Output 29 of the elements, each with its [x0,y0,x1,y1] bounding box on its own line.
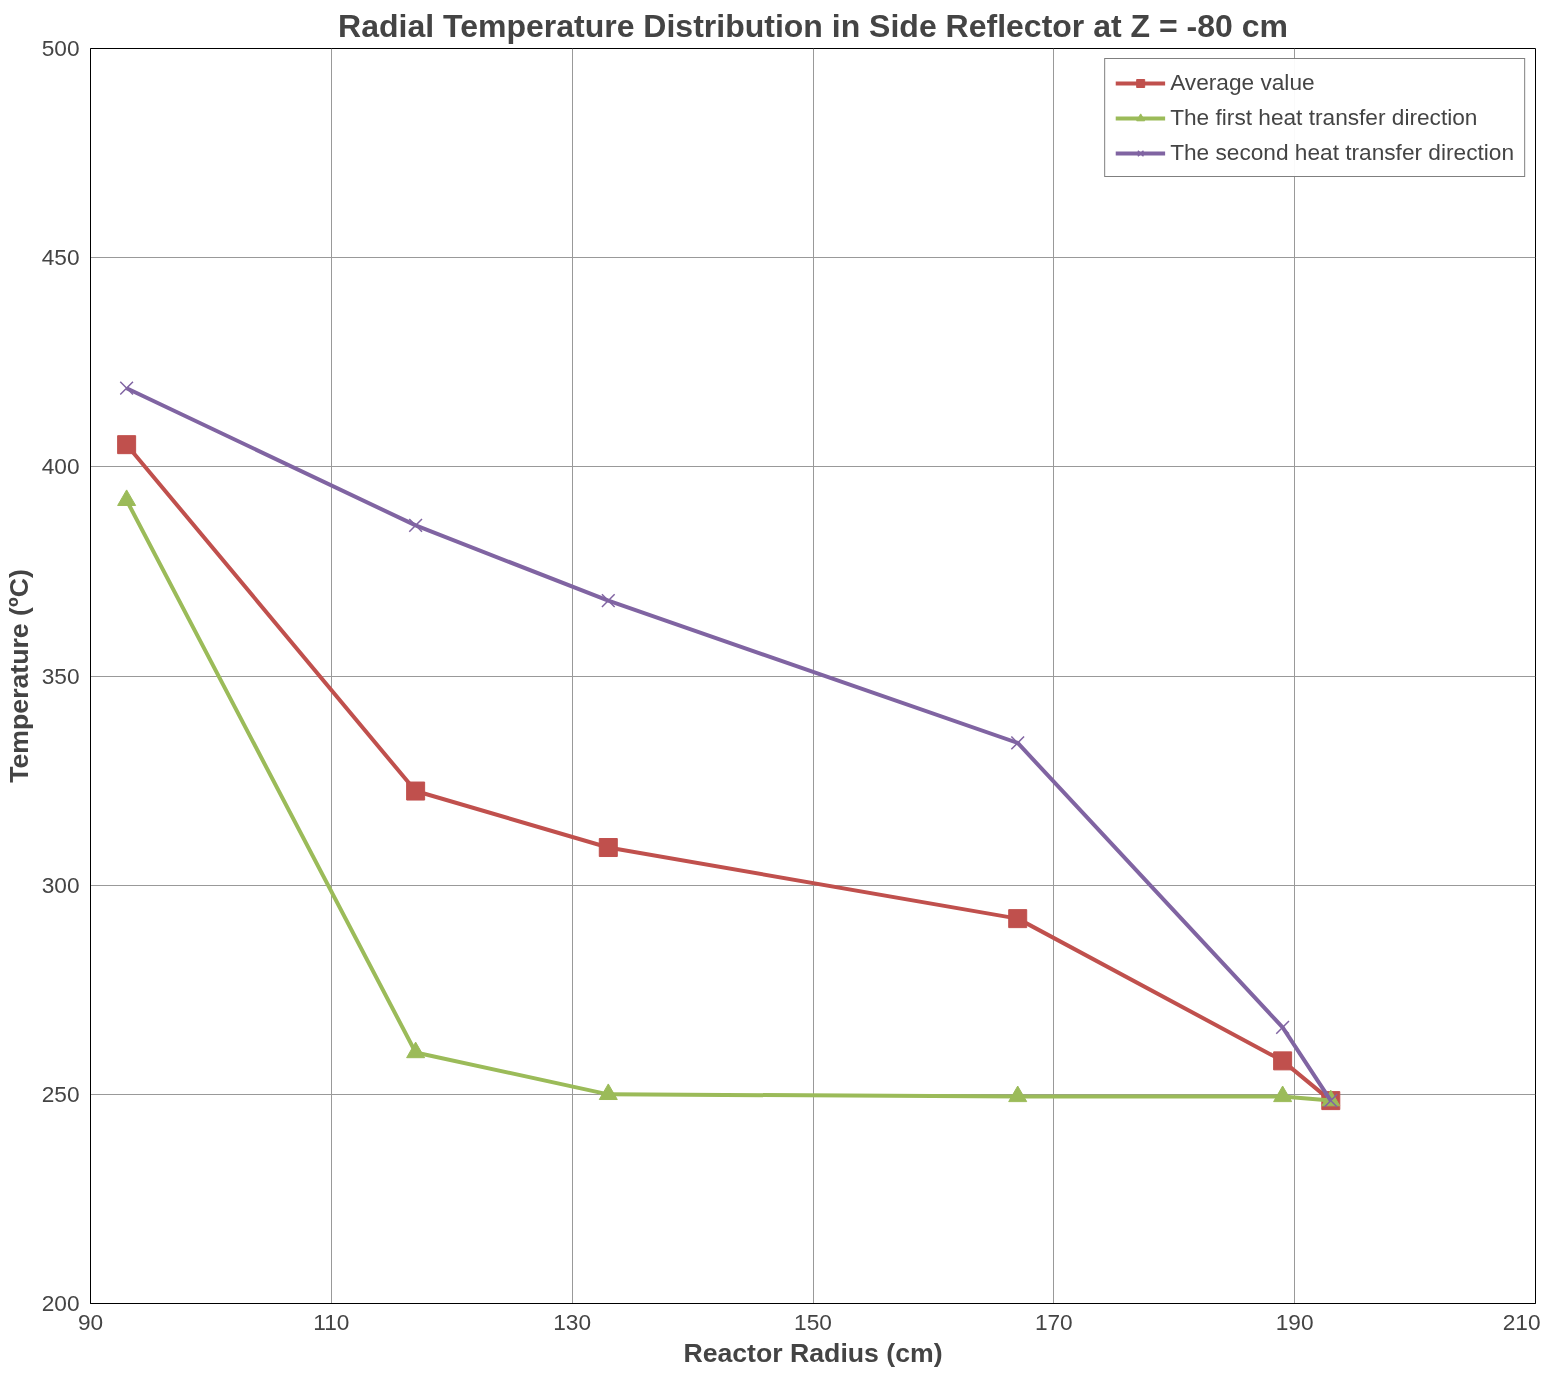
y-tick-label: 350 [41,662,80,689]
x-tick-label: 110 [313,1308,350,1335]
y-axis-title: Temperature (ºC) [3,569,34,783]
y-tick-label: 400 [41,453,80,480]
x-tick-label: 90 [77,1308,104,1335]
point [601,593,616,608]
point [119,381,134,396]
legend-label: Average value [1170,69,1315,96]
x-tick-label: 210 [1502,1308,1541,1335]
x-tick-label: 150 [794,1308,832,1335]
legend-label: The first heat transfer direction [1170,104,1478,131]
legend-label: The second heat transfer direction [1170,139,1514,166]
y-tick-label: 200 [41,1290,80,1316]
x-tick-label: 130 [553,1308,592,1335]
point [117,435,137,455]
point [1273,1051,1293,1071]
x-tick-label: 170 [1034,1308,1073,1335]
y-tick-label: 450 [41,244,80,271]
x-axis-title: Reactor Radius (cm) [683,1337,943,1368]
chart-title: Radial Temperature Distribution in Side Reflector at Z = -80 cm [338,7,1288,44]
point [1010,735,1025,751]
y-tick-label: 300 [41,871,80,898]
point [406,781,426,801]
point [1008,909,1028,929]
x-tick-label: 190 [1275,1308,1314,1335]
y-tick-label: 500 [41,35,80,61]
y-tick-label: 250 [41,1080,80,1107]
point [598,838,618,858]
point [408,518,423,533]
